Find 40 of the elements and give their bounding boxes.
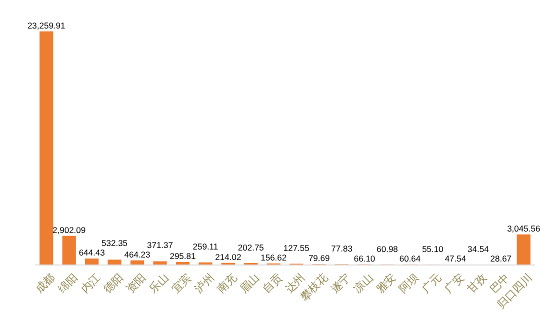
x-tick-label: 凉山 <box>351 271 376 296</box>
data-label: 3,045.56 <box>507 223 540 234</box>
data-label: 60.64 <box>399 253 421 264</box>
data-label: 371.37 <box>147 240 174 250</box>
data-label: 127.55 <box>283 242 310 253</box>
x-tick-label: 雅安 <box>374 271 398 296</box>
data-label: 28.67 <box>490 254 512 264</box>
data-label: 47.54 <box>444 254 466 264</box>
data-label: 79.69 <box>308 253 330 264</box>
x-tick-label: 乐山 <box>146 271 172 296</box>
x-tick-label: 甘孜 <box>464 271 490 296</box>
x-tick-label: 内江 <box>78 271 104 296</box>
data-label: 55.10 <box>422 244 444 254</box>
x-tick-label: 遂宁 <box>328 271 354 296</box>
x-tick-label: 资阳 <box>124 272 148 296</box>
data-label: 202.75 <box>238 242 264 252</box>
data-label: 295.81 <box>170 251 196 262</box>
data-label: 156.62 <box>260 252 287 262</box>
x-tick-label: 阿坝 <box>397 272 422 296</box>
x-tick-label: 广安 <box>442 271 467 296</box>
data-label: 259.11 <box>192 242 218 252</box>
data-label: 2,902.09 <box>52 224 86 235</box>
data-label: 644.43 <box>78 248 106 258</box>
data-label: 66.10 <box>354 253 376 264</box>
data-label: 34.54 <box>468 244 490 254</box>
data-label: 77.83 <box>331 244 353 254</box>
x-tick-label: 南充 <box>214 271 240 296</box>
x-tick-label: 绵阳 <box>56 272 80 296</box>
data-label: 214.02 <box>215 252 242 262</box>
x-tick-label: 宜宾 <box>169 271 194 296</box>
data-label: 23,259.91 <box>27 20 66 30</box>
x-tick-label: 广元 <box>419 271 444 296</box>
data-label: 532.35 <box>102 238 128 248</box>
x-tick-label: 泸州 <box>192 271 217 296</box>
x-tick-label: 成都 <box>32 271 58 296</box>
x-tick-label: 德阳 <box>102 272 126 296</box>
data-label: 60.98 <box>376 244 398 254</box>
x-tick-label: 眉山 <box>237 271 262 296</box>
x-tick-label: 自贡 <box>260 272 285 296</box>
data-label: 464.23 <box>124 249 151 260</box>
